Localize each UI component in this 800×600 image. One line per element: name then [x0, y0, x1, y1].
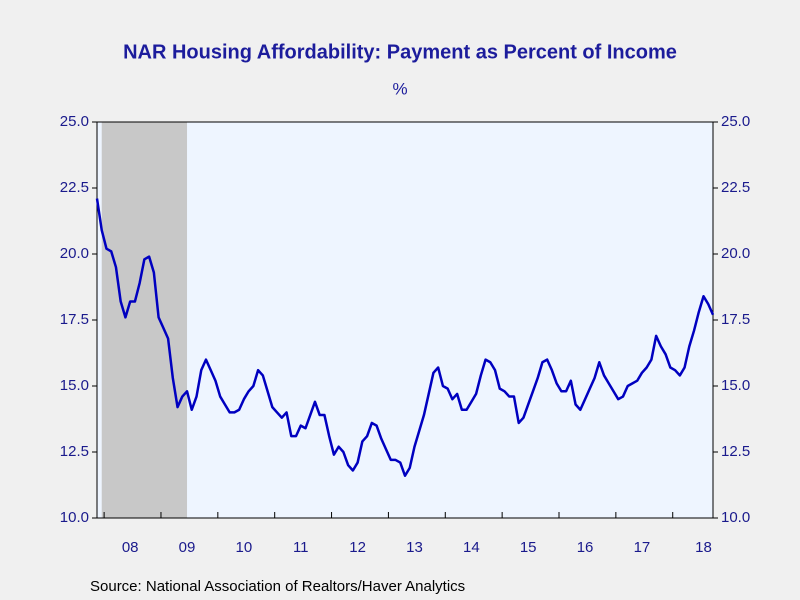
x-tick-label: 10 [236, 539, 253, 556]
x-tick-label: 16 [577, 539, 594, 556]
x-tick-label: 09 [179, 539, 196, 556]
x-tick-label: 14 [463, 539, 480, 556]
chart-subtitle: % [392, 79, 407, 98]
x-tick-label: 17 [634, 539, 651, 556]
data-line [95, 198, 715, 478]
x-tick-label: 11 [293, 539, 309, 556]
y2-tick-label: 10.0 [721, 509, 750, 526]
source-note: Source: National Association of Realtors… [90, 578, 465, 595]
y-tick-label: 15.0 [60, 377, 89, 394]
y2-tick-label: 20.0 [721, 245, 750, 262]
x-tick-label: 12 [349, 539, 366, 556]
recession-shade [101, 122, 188, 518]
x-tick-label: 15 [520, 539, 537, 556]
y2-tick-label: 12.5 [721, 443, 750, 460]
chart-title: NAR Housing Affordability: Payment as Pe… [123, 41, 677, 63]
x-tick-label: 13 [406, 539, 423, 556]
y-tick-label: 20.0 [60, 245, 89, 262]
x-tick-label: 08 [122, 539, 139, 556]
plot-area [97, 122, 713, 518]
y-tick-label: 17.5 [60, 311, 89, 328]
y2-tick-label: 25.0 [721, 113, 750, 130]
y2-tick-label: 15.0 [721, 377, 750, 394]
y-tick-label: 10.0 [60, 509, 89, 526]
y-tick-label: 25.0 [60, 113, 89, 130]
y-tick-label: 12.5 [60, 443, 89, 460]
y2-tick-label: 22.5 [721, 179, 750, 196]
x-tick-label: 18 [695, 539, 712, 556]
y2-tick-label: 17.5 [721, 311, 750, 328]
y-tick-label: 22.5 [60, 179, 89, 196]
